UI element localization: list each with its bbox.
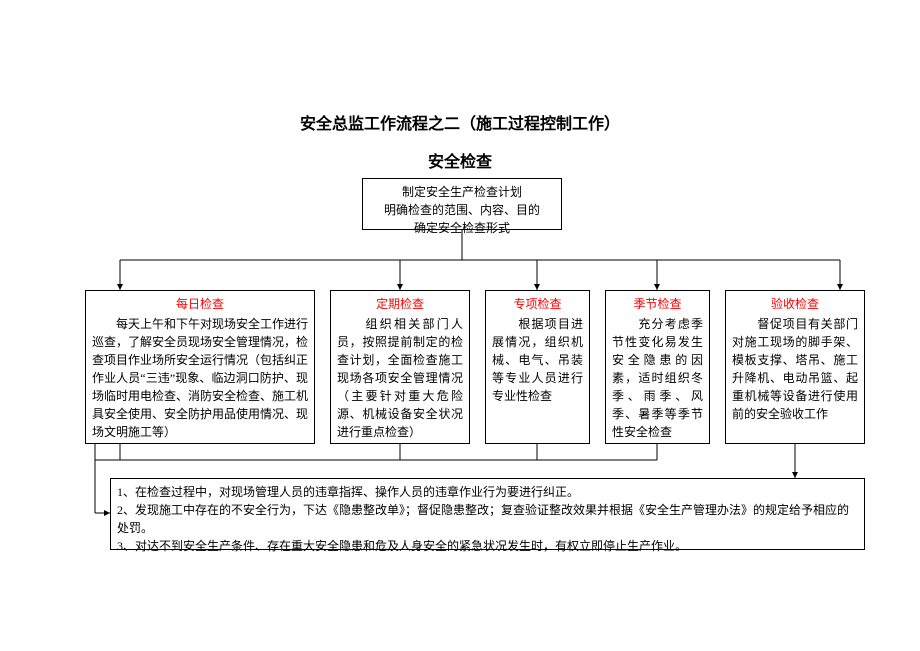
heading-acceptance: 验收检查 (732, 295, 858, 313)
bottom-line3: 3、对达不到安全生产条件、存在重大安全隐患和危及人身安全的紧急状况发生时，有权立… (117, 537, 858, 555)
page-title-sub: 安全检查 (0, 148, 920, 172)
body-daily: 每天上午和下午对现场安全工作进行巡查，了解安全员现场安全管理情况，检查项目作业场… (92, 315, 308, 441)
heading-periodic: 定期检查 (337, 295, 463, 313)
node-daily-check: 每日检查 每天上午和下午对现场安全工作进行巡查，了解安全员现场安全管理情况，检查… (85, 290, 315, 444)
body-season: 充分考虑季节性变化易发生安全隐患的因素，适时组织冬季、雨季、风季、暑季等季节性安… (612, 315, 703, 441)
node-acceptance-check: 验收检查 督促项目有关部门对施工现场的脚手架、模板支撑、塔吊、施工升降机、电动吊… (725, 290, 865, 444)
node-special-check: 专项检查 根据项目进展情况，组织机械、电气、吊装等专业人员进行专业性检查 (485, 290, 590, 444)
node-top: 制定安全生产检查计划 明确检查的范围、内容、目的 确定安全检查形式 (362, 178, 562, 230)
heading-season: 季节检查 (612, 295, 703, 313)
body-special: 根据项目进展情况，组织机械、电气、吊装等专业人员进行专业性检查 (492, 315, 583, 405)
node-periodic-check: 定期检查 组织相关部门人员，按照提前制定的检查计划，全面检查施工现场各项安全管理… (330, 290, 470, 444)
top-line2: 明确检查的范围、内容、目的 (369, 201, 555, 219)
node-season-check: 季节检查 充分考虑季节性变化易发生安全隐患的因素，适时组织冬季、雨季、风季、暑季… (605, 290, 710, 444)
bottom-line2: 2、发现施工中存在的不安全行为，下达《隐患整改单》；督促隐患整改；复查验证整改效… (117, 501, 858, 537)
heading-daily: 每日检查 (92, 295, 308, 313)
top-line1: 制定安全生产检查计划 (369, 183, 555, 201)
bottom-line1: 1、在检查过程中，对现场管理人员的违章指挥、操作人员的违章作业行为要进行纠正。 (117, 483, 858, 501)
heading-special: 专项检查 (492, 295, 583, 313)
page-title-main: 安全总监工作流程之二（施工过程控制工作） (0, 110, 920, 134)
body-periodic: 组织相关部门人员，按照提前制定的检查计划，全面检查施工现场各项安全管理情况（主要… (337, 315, 463, 441)
top-line3: 确定安全检查形式 (369, 219, 555, 237)
node-bottom: 1、在检查过程中，对现场管理人员的违章指挥、操作人员的违章作业行为要进行纠正。 … (110, 478, 865, 550)
body-acceptance: 督促项目有关部门对施工现场的脚手架、模板支撑、塔吊、施工升降机、电动吊篮、起重机… (732, 315, 858, 423)
